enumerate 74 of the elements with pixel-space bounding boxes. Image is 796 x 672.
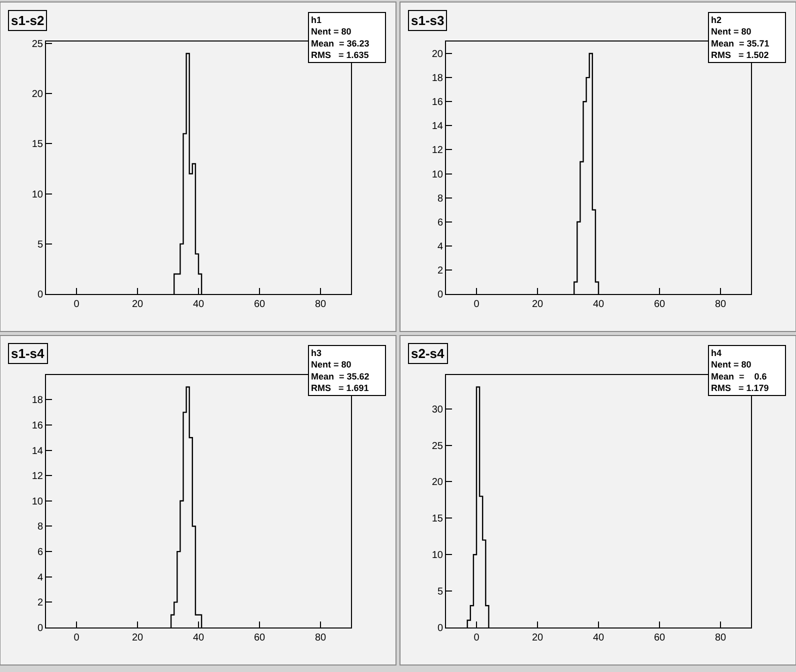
annotation: RMS = 1.502 xyxy=(711,50,769,60)
chart-title: s1-s2 xyxy=(11,13,44,28)
text: h4 xyxy=(711,348,722,358)
y-tick-label: 10 xyxy=(432,550,444,562)
y-tick-label: 30 xyxy=(432,404,444,416)
y-tick-label: 8 xyxy=(437,193,444,204)
y-tick-label: 15 xyxy=(432,514,444,525)
y-tick-label: 25 xyxy=(32,38,44,50)
x-tick-label: 0 xyxy=(474,632,480,644)
text: Nent = 80 xyxy=(711,26,752,37)
x-tick-label: 20 xyxy=(132,299,144,310)
text: h1 xyxy=(311,15,322,25)
chart-title: s1-s4 xyxy=(11,346,46,361)
y-tick-label: 12 xyxy=(32,471,44,482)
y-tick-label: 10 xyxy=(32,496,44,508)
y-tick-label: 20 xyxy=(432,48,444,60)
annotation: RMS = 1.691 xyxy=(311,383,369,394)
x-tick-label: 0 xyxy=(474,299,480,310)
y-tick-label: 0 xyxy=(37,623,44,634)
annotation: Mean = 35.62 xyxy=(311,371,370,382)
annotation: Mean = 36.23 xyxy=(311,38,370,48)
y-tick-label: 10 xyxy=(432,169,444,180)
x-tick-label: 80 xyxy=(714,632,726,644)
x-tick-label: 20 xyxy=(532,299,544,310)
x-tick-label: 80 xyxy=(314,632,326,644)
y-tick-label: 4 xyxy=(437,241,444,252)
text: Nent = 80 xyxy=(311,360,352,370)
x-tick-label: 80 xyxy=(314,299,326,310)
annotation: Mean = 35.71 xyxy=(711,38,770,48)
chart-title: s2-s4 xyxy=(411,346,446,361)
x-tick-label: 60 xyxy=(254,299,266,310)
y-tick-label: 5 xyxy=(437,586,444,598)
chart-title: s1-s3 xyxy=(411,13,444,28)
text: h2 xyxy=(711,15,722,25)
x-tick-label: 20 xyxy=(532,632,544,644)
y-tick-label: 6 xyxy=(437,217,444,228)
y-tick-label: 18 xyxy=(432,73,444,84)
x-tick-label: 20 xyxy=(132,632,144,644)
y-tick-label: 5 xyxy=(37,239,44,250)
annotation: RMS = 1.179 xyxy=(711,383,769,394)
y-tick-label: 18 xyxy=(32,395,44,406)
y-tick-label: 25 xyxy=(432,440,444,452)
y-tick-label: 0 xyxy=(37,290,44,301)
y-tick-label: 2 xyxy=(437,265,444,276)
y-tick-label: 8 xyxy=(37,522,44,533)
y-tick-label: 4 xyxy=(37,572,44,584)
y-tick-label: 14 xyxy=(432,121,444,132)
y-tick-label: 10 xyxy=(32,189,44,200)
y-tick-label: 12 xyxy=(432,145,444,156)
y-tick-label: 0 xyxy=(437,290,444,301)
y-tick-label: 6 xyxy=(37,547,44,558)
x-tick-label: 40 xyxy=(192,299,204,310)
text: Nent = 80 xyxy=(711,360,752,370)
x-tick-label: 40 xyxy=(592,299,604,310)
y-tick-label: 2 xyxy=(37,598,44,609)
y-tick-label: 20 xyxy=(32,89,44,100)
y-tick-label: 15 xyxy=(32,139,44,150)
y-tick-label: 0 xyxy=(437,623,444,634)
text: Nent = 80 xyxy=(311,26,352,37)
y-tick-label: 20 xyxy=(432,477,444,488)
x-tick-label: 40 xyxy=(192,632,204,644)
y-tick-label: 16 xyxy=(32,420,44,432)
x-tick-label: 60 xyxy=(254,632,266,644)
y-tick-label: 16 xyxy=(432,97,444,108)
annotation: Mean = 0.6 xyxy=(711,371,767,382)
annotation: RMS = 1.635 xyxy=(311,50,369,60)
x-tick-label: 40 xyxy=(592,632,604,644)
x-tick-label: 0 xyxy=(74,632,80,644)
y-tick-label: 14 xyxy=(32,446,44,457)
text: h3 xyxy=(311,348,322,358)
x-tick-label: 60 xyxy=(654,299,666,310)
x-tick-label: 0 xyxy=(74,299,80,310)
x-tick-label: 60 xyxy=(654,632,666,644)
x-tick-label: 80 xyxy=(714,299,726,310)
